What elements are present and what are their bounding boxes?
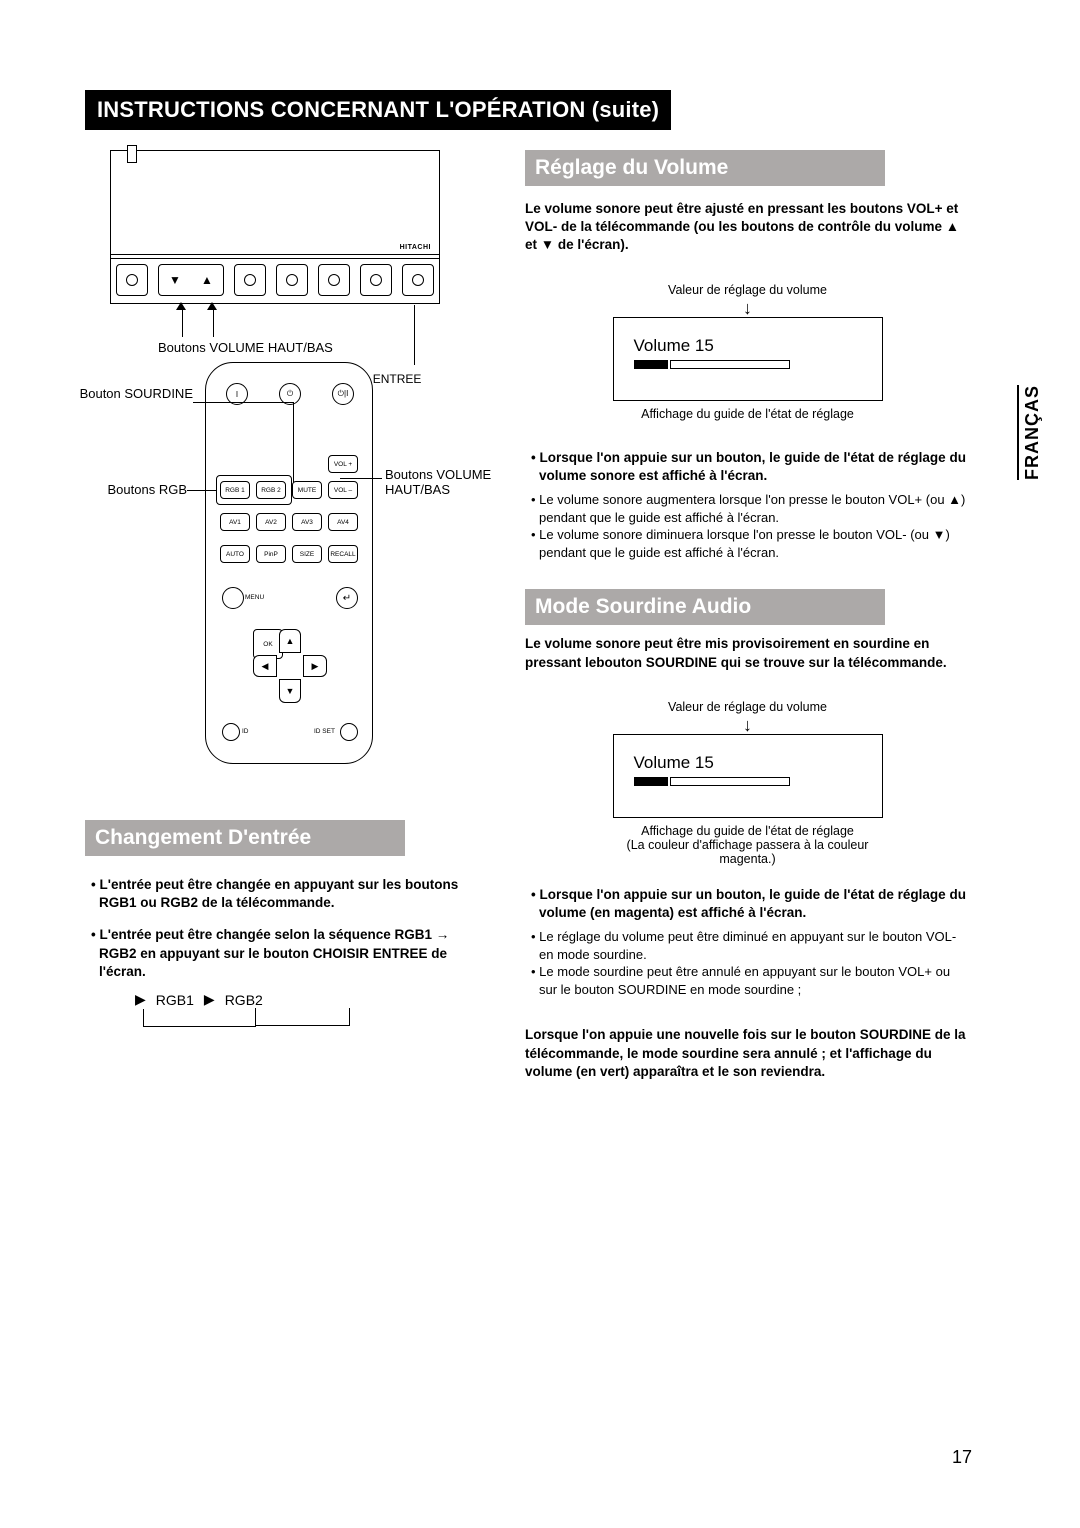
- cycle-rgb2: RGB2: [225, 992, 263, 1008]
- right-column: Réglage du Volume Le volume sonore peut …: [525, 150, 970, 1081]
- remote-vol-plus: VOL +: [328, 455, 358, 473]
- panel-volume-up: ▲: [191, 265, 223, 295]
- panel-button-4: [276, 264, 308, 296]
- remote-dpad: ▲ ▼ ◀ ▶ OK: [253, 629, 327, 703]
- remote-id-set: [340, 723, 358, 741]
- remote-av4: AV4: [328, 513, 358, 531]
- panel-button-1: [116, 264, 148, 296]
- guide1-label: Volume 15: [634, 336, 862, 356]
- volume-intro: Le volume sonore peut être ajusté en pre…: [525, 200, 970, 255]
- heading-change-input: Changement D'entrée: [85, 820, 405, 856]
- page-title-bar: INSTRUCTIONS CONCERNANT L'OPÉRATION (sui…: [85, 90, 671, 130]
- remote-menu-button: [222, 587, 244, 609]
- guide2-bar-filled: [634, 777, 668, 786]
- remote-av2: AV2: [256, 513, 286, 531]
- volume-down-note: Le volume sonore diminuera lorsque l'on …: [539, 526, 970, 561]
- remote-vol-minus: VOL –: [328, 481, 358, 499]
- cycle-arrow-2: ▶: [204, 991, 215, 1008]
- guide1-bar-filled: [634, 360, 668, 369]
- guide2-below1: Affichage du guide de l'état de réglage: [613, 824, 883, 838]
- remote-recall: RECALL: [328, 545, 358, 563]
- page-number: 17: [952, 1447, 972, 1468]
- guide1-top: Valeur de réglage du volume: [613, 283, 883, 297]
- remote-id-label: ID: [242, 728, 249, 735]
- guide2-label: Volume 15: [634, 753, 862, 773]
- panel-button-6: [360, 264, 392, 296]
- panel-volume-buttons: ▼ ▲: [158, 264, 224, 296]
- mute-note-2: Le mode sourdine peut être annulé en app…: [539, 963, 970, 998]
- dpad-down: ▼: [279, 679, 301, 703]
- language-tab: FRANÇAS: [1017, 385, 1043, 480]
- cycle-arrow-1: ▶: [135, 991, 146, 1008]
- dpad-up: ▲: [279, 629, 301, 653]
- remote-return-button: ↵: [336, 587, 358, 609]
- remote-pnp: PinP: [256, 545, 286, 563]
- guide2-top: Valeur de réglage du volume: [613, 700, 883, 714]
- guide1-bar-empty: [670, 360, 790, 369]
- panel-button-5: [318, 264, 350, 296]
- remote-menu-label: MENU: [245, 594, 264, 601]
- volume-guide-1: Valeur de réglage du volume ↓ Volume 15 …: [613, 283, 883, 421]
- remote-id: [222, 723, 240, 741]
- panel-volume-down: ▼: [159, 265, 191, 295]
- page-content: INSTRUCTIONS CONCERNANT L'OPÉRATION (sui…: [85, 90, 970, 1081]
- remote-callout-volume: Boutons VOLUME HAUT/BAS: [385, 467, 495, 497]
- dpad-right: ▶: [303, 655, 327, 677]
- remote-callout-sourdine: Bouton SOURDINE: [75, 386, 193, 401]
- panel-button-3: [234, 264, 266, 296]
- guide1-below: Affichage du guide de l'état de réglage: [613, 407, 883, 421]
- panel-button-input: [402, 264, 434, 296]
- panel-callout-volume: Boutons VOLUME HAUT/BAS: [158, 340, 338, 355]
- change-input-bullet-1: L'entrée peut être changée en appuyant s…: [99, 876, 485, 912]
- mute-repress-note: Lorsque l'on appuie une nouvelle fois su…: [525, 1026, 970, 1081]
- change-input-bullet-2: L'entrée peut être changée selon la séqu…: [99, 926, 485, 981]
- remote-illustration: I ⏻ ⏻|I VOL + VOL – RGB 1 RGB 2 MUTE AV1…: [85, 362, 445, 792]
- remote-auto: AUTO: [220, 545, 250, 563]
- mute-note-1: Le réglage du volume peut être diminué e…: [539, 928, 970, 963]
- dpad-left: ◀: [253, 655, 277, 677]
- tv-logo: HITACHI: [400, 244, 431, 251]
- guide2-bar-empty: [670, 777, 790, 786]
- remote-av1: AV1: [220, 513, 250, 531]
- heading-volume: Réglage du Volume: [525, 150, 885, 186]
- tv-panel-illustration: HITACHI ▼ ▲: [110, 150, 440, 304]
- remote-mute: MUTE: [292, 481, 322, 499]
- mute-intro: Le volume sonore peut être mis provisoir…: [525, 635, 970, 671]
- volume-press-note: Lorsque l'on appuie sur un bouton, le gu…: [539, 449, 970, 485]
- heading-mute: Mode Sourdine Audio: [525, 589, 885, 625]
- rgb-cycle-diagram: ▶ RGB1 ▶ RGB2: [135, 991, 385, 1026]
- mute-press-note: Lorsque l'on appuie sur un bouton, le gu…: [539, 886, 970, 922]
- guide2-arrow-icon: ↓: [613, 716, 883, 734]
- remote-callout-rgb: Boutons RGB: [75, 482, 187, 497]
- remote-power-combined: ⏻|I: [332, 383, 354, 405]
- remote-av3: AV3: [292, 513, 322, 531]
- left-column: HITACHI ▼ ▲: [85, 150, 485, 1081]
- remote-size: SIZE: [292, 545, 322, 563]
- guide2-below2: (La couleur d'affichage passera à la cou…: [613, 838, 883, 866]
- guide1-arrow-icon: ↓: [613, 299, 883, 317]
- volume-up-note: Le volume sonore augmentera lorsque l'on…: [539, 491, 970, 526]
- volume-guide-2: Valeur de réglage du volume ↓ Volume 15 …: [613, 700, 883, 866]
- remote-id-set-label: ID SET: [314, 728, 335, 735]
- cycle-rgb1: RGB1: [156, 992, 194, 1008]
